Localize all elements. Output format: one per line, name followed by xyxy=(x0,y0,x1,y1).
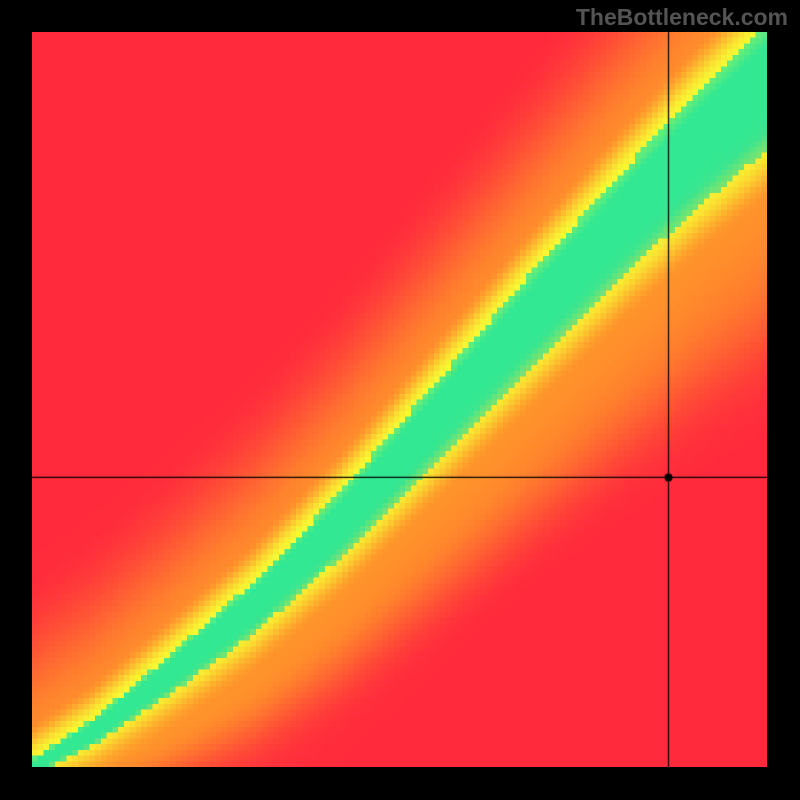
watermark-text: TheBottleneck.com xyxy=(576,4,788,31)
chart-container: TheBottleneck.com xyxy=(0,0,800,800)
bottleneck-heatmap xyxy=(32,32,767,767)
